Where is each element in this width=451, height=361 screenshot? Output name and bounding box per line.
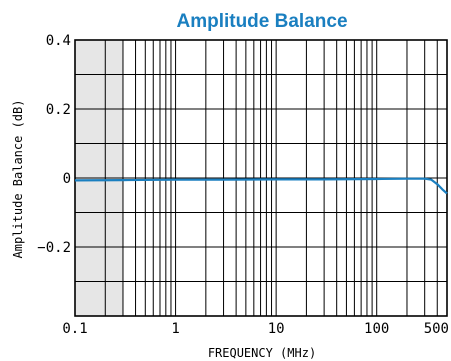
x-tick-label: 10 (268, 321, 285, 337)
x-tick-label: 500 (424, 321, 449, 337)
plot-frame (74, 39, 448, 317)
plot-area: 0.4 0.2 0 −0.2 0.1 1 10 100 500 (37, 33, 449, 337)
x-tick-label: 1 (171, 321, 179, 337)
y-tick-label: 0.4 (46, 33, 71, 49)
y-axis-label: Amplitude Balance (dB) (11, 100, 25, 259)
x-tick-label: 0.1 (62, 321, 87, 337)
y-tick-label: 0 (63, 171, 71, 187)
y-tick-label: −0.2 (37, 240, 71, 256)
series-line (74, 177, 448, 195)
chart-title: Amplitude Balance (176, 11, 347, 32)
x-axis-label: FREQUENCY (MHz) (208, 346, 316, 360)
y-tick-label: 0.2 (46, 102, 71, 118)
x-tick-label: 100 (364, 321, 389, 337)
